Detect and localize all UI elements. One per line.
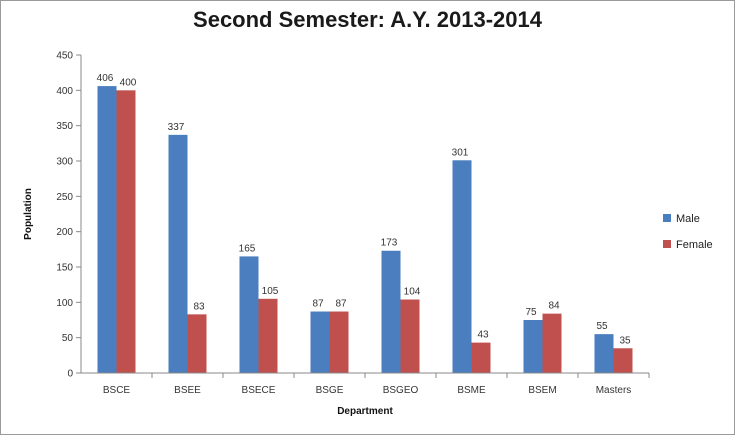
legend-label-female: Female — [676, 239, 713, 251]
x-tick-label: BSGEO — [383, 385, 419, 396]
bar-female — [471, 342, 491, 373]
bar-male — [381, 250, 401, 373]
x-tick-label: BSCE — [103, 385, 131, 396]
x-tick-label: BSME — [457, 385, 486, 396]
y-tick-label: 150 — [56, 263, 73, 274]
data-label-female: 87 — [335, 299, 347, 310]
y-axis-title: Population — [23, 188, 34, 240]
x-axis: BSCE BSEE BSECE BSGE BSGEO BSME BSEM Masters — [81, 372, 650, 396]
bar-male — [239, 256, 259, 373]
data-label-male: 165 — [239, 243, 256, 254]
legend: Male Female — [663, 213, 713, 251]
bar-male — [310, 311, 330, 373]
y-tick-label: 50 — [62, 333, 74, 344]
x-tick-label: BSECE — [242, 385, 276, 396]
bar-female — [258, 298, 278, 373]
bar-female — [116, 90, 136, 373]
legend-label-male: Male — [676, 213, 700, 225]
data-label-male: 301 — [452, 147, 469, 158]
x-tick-label: Masters — [596, 385, 632, 396]
data-label-female: 105 — [262, 286, 279, 297]
bar-male — [168, 134, 188, 373]
data-label-male: 55 — [596, 321, 608, 332]
y-tick-label: 350 — [56, 121, 73, 132]
chart-title: Second Semester: A.Y. 2013-2014 — [193, 7, 542, 32]
y-tick-label: 300 — [56, 157, 73, 168]
data-label-male: 173 — [381, 238, 398, 249]
bar-male — [97, 86, 117, 374]
bar-female — [400, 299, 420, 373]
y-tick-label: 200 — [56, 227, 73, 238]
bar-male — [594, 334, 614, 373]
data-label-male: 337 — [168, 122, 185, 133]
data-label-male: 87 — [312, 299, 324, 310]
bar-female — [329, 311, 349, 373]
bar-female — [613, 348, 633, 373]
bar-female — [542, 313, 562, 373]
data-label-female: 84 — [548, 301, 560, 312]
data-label-male: 406 — [97, 73, 114, 84]
x-tick-label: BSEE — [174, 385, 201, 396]
x-tick-label: BSEM — [528, 385, 556, 396]
bars: 406 400 337 83 165 105 87 87 173 104 301 43 75 84 55 35 — [97, 73, 633, 374]
legend-swatch-male — [663, 214, 671, 222]
y-tick-label: 250 — [56, 192, 73, 203]
y-tick-label: 100 — [56, 298, 73, 309]
y-tick-label: 0 — [67, 369, 73, 380]
data-label-male: 75 — [525, 307, 537, 318]
y-axis: 0 50 100 150 200 250 300 350 400 450 — [56, 51, 82, 380]
x-tick-label: BSGE — [316, 385, 344, 396]
y-tick-label: 450 — [56, 51, 73, 62]
data-label-female: 43 — [477, 330, 489, 341]
bar-female — [187, 314, 207, 373]
legend-swatch-female — [663, 240, 671, 248]
bar-male — [452, 160, 472, 373]
data-label-female: 83 — [193, 301, 205, 312]
bar-male — [523, 320, 543, 373]
data-label-female: 35 — [619, 335, 631, 346]
data-label-female: 400 — [120, 77, 137, 88]
data-label-female: 104 — [404, 287, 421, 298]
x-axis-title: Department — [337, 406, 393, 417]
y-tick-label: 400 — [56, 86, 73, 97]
